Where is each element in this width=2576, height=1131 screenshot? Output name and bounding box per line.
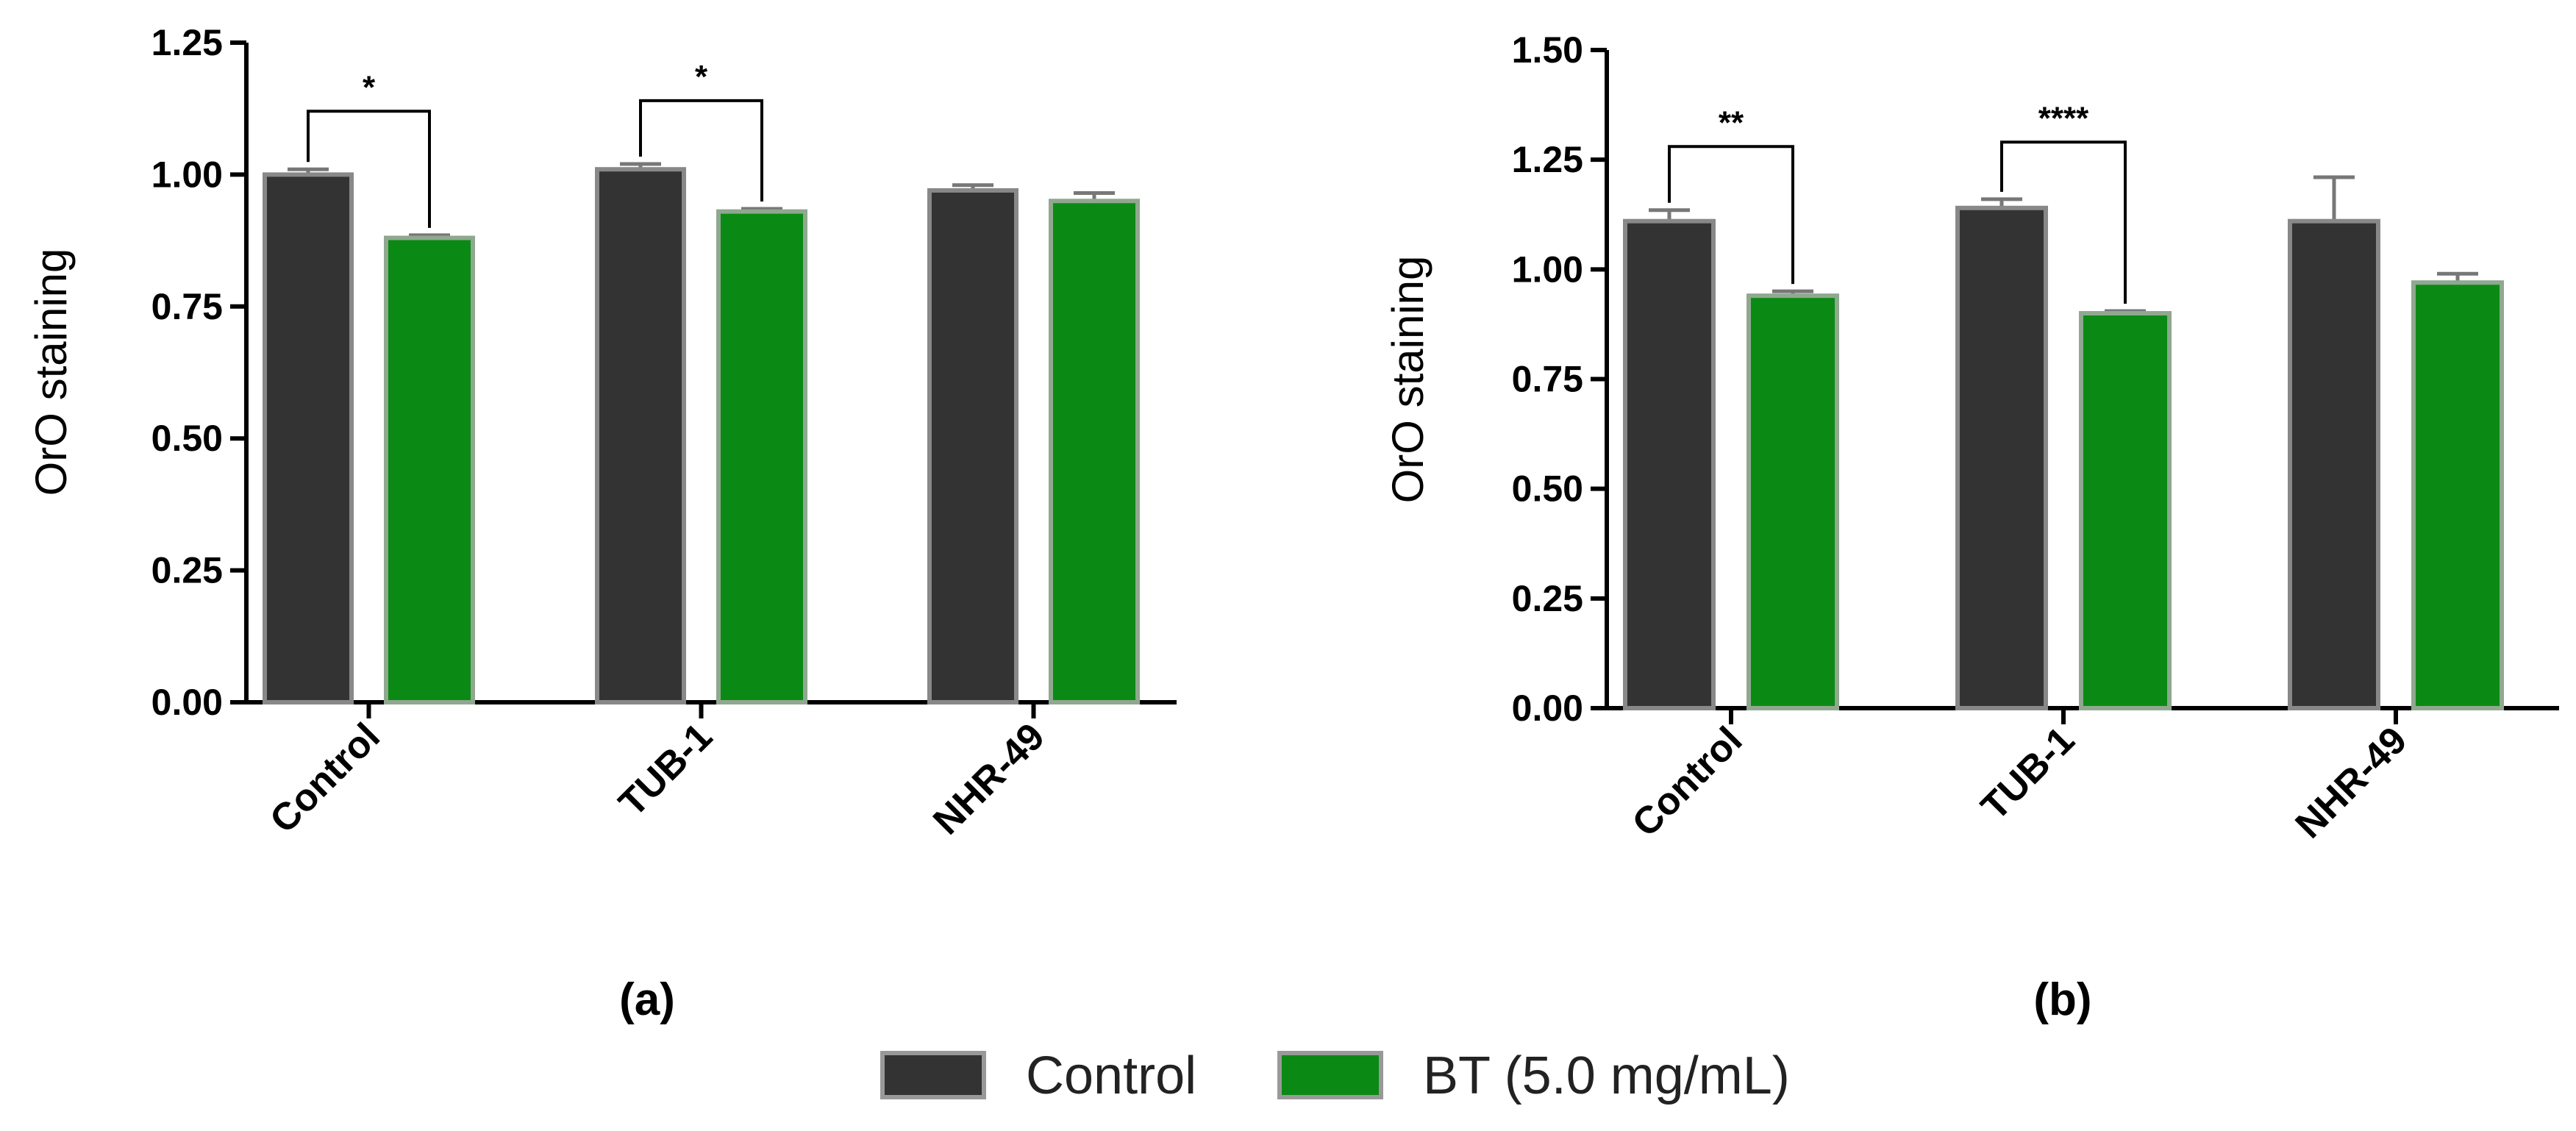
x-tick-label: Control <box>1624 718 1751 845</box>
bar-control-nhr-49 <box>2288 218 2380 710</box>
chart-panel-2: 0.00 0.25 0.50 0.75 1.00 1.25 1.50 OrO staining… <box>1383 29 2559 1025</box>
y-axis-label: OrO staining <box>26 249 76 496</box>
significance-bracket <box>1668 145 1794 285</box>
legend-label: Control <box>1026 1046 1196 1105</box>
legend-label: BT (5.0 mg/mL) <box>1423 1046 1790 1105</box>
y-tick-label: 1.25 <box>151 22 223 63</box>
y-tick-label: 0.75 <box>151 286 223 327</box>
bar-control-nhr-49 <box>927 188 1018 705</box>
bar-control-control <box>263 172 354 704</box>
panel-label: (a) <box>619 974 675 1025</box>
y-tick-label: 0.50 <box>1512 468 1583 510</box>
significance-bracket <box>307 110 431 228</box>
significance-label: ** <box>1719 104 1744 140</box>
x-tick-label: NHR-49 <box>2288 718 2416 846</box>
bar-bt-tub-1 <box>716 209 807 704</box>
significance-label: * <box>695 59 708 95</box>
y-tick-label: 1.25 <box>1512 139 1583 180</box>
y-tick-label: 0.50 <box>151 418 223 459</box>
x-tick-label: TUB-1 <box>1973 718 2083 828</box>
bar-control-control <box>1623 218 1716 710</box>
legend-swatch-bt <box>1277 1051 1383 1099</box>
y-tick-label: 1.00 <box>1512 249 1583 290</box>
y-tick-label: 0.25 <box>1512 578 1583 619</box>
x-tick-label: TUB-1 <box>611 715 721 824</box>
significance-label: **** <box>2038 100 2089 136</box>
y-tick-label: 0.25 <box>151 550 223 591</box>
bar-bt-control <box>1747 293 1839 710</box>
legend-swatch-control <box>880 1051 986 1099</box>
y-tick-label: 0.00 <box>151 682 223 723</box>
bar-bt-nhr-49 <box>1049 199 1140 704</box>
bar-control-tub-1 <box>595 167 686 704</box>
y-tick-label: 1.50 <box>1512 29 1583 71</box>
significance-label: * <box>363 69 376 105</box>
x-tick-label: NHR-49 <box>925 715 1053 843</box>
bar-bt-nhr-49 <box>2411 280 2504 710</box>
y-tick-label: 0.75 <box>1512 359 1583 400</box>
legend: Control BT (5.0 mg/mL) <box>880 1046 1790 1105</box>
y-tick-label: 0.00 <box>1512 688 1583 729</box>
significance-bracket <box>639 99 763 202</box>
bar-control-tub-1 <box>1955 205 2048 710</box>
chart-panel-1: 0.00 0.25 0.50 0.75 1.00 1.25 OrO staining Cont… <box>26 22 1177 1025</box>
panel-label: (b) <box>2033 974 2091 1025</box>
y-tick-label: 1.00 <box>151 154 223 195</box>
bar-bt-control <box>384 235 475 704</box>
significance-bracket <box>2000 140 2127 304</box>
bar-bt-tub-1 <box>2079 311 2172 710</box>
y-axis-label: OrO staining <box>1383 256 1433 504</box>
x-tick-label: Control <box>262 715 388 841</box>
